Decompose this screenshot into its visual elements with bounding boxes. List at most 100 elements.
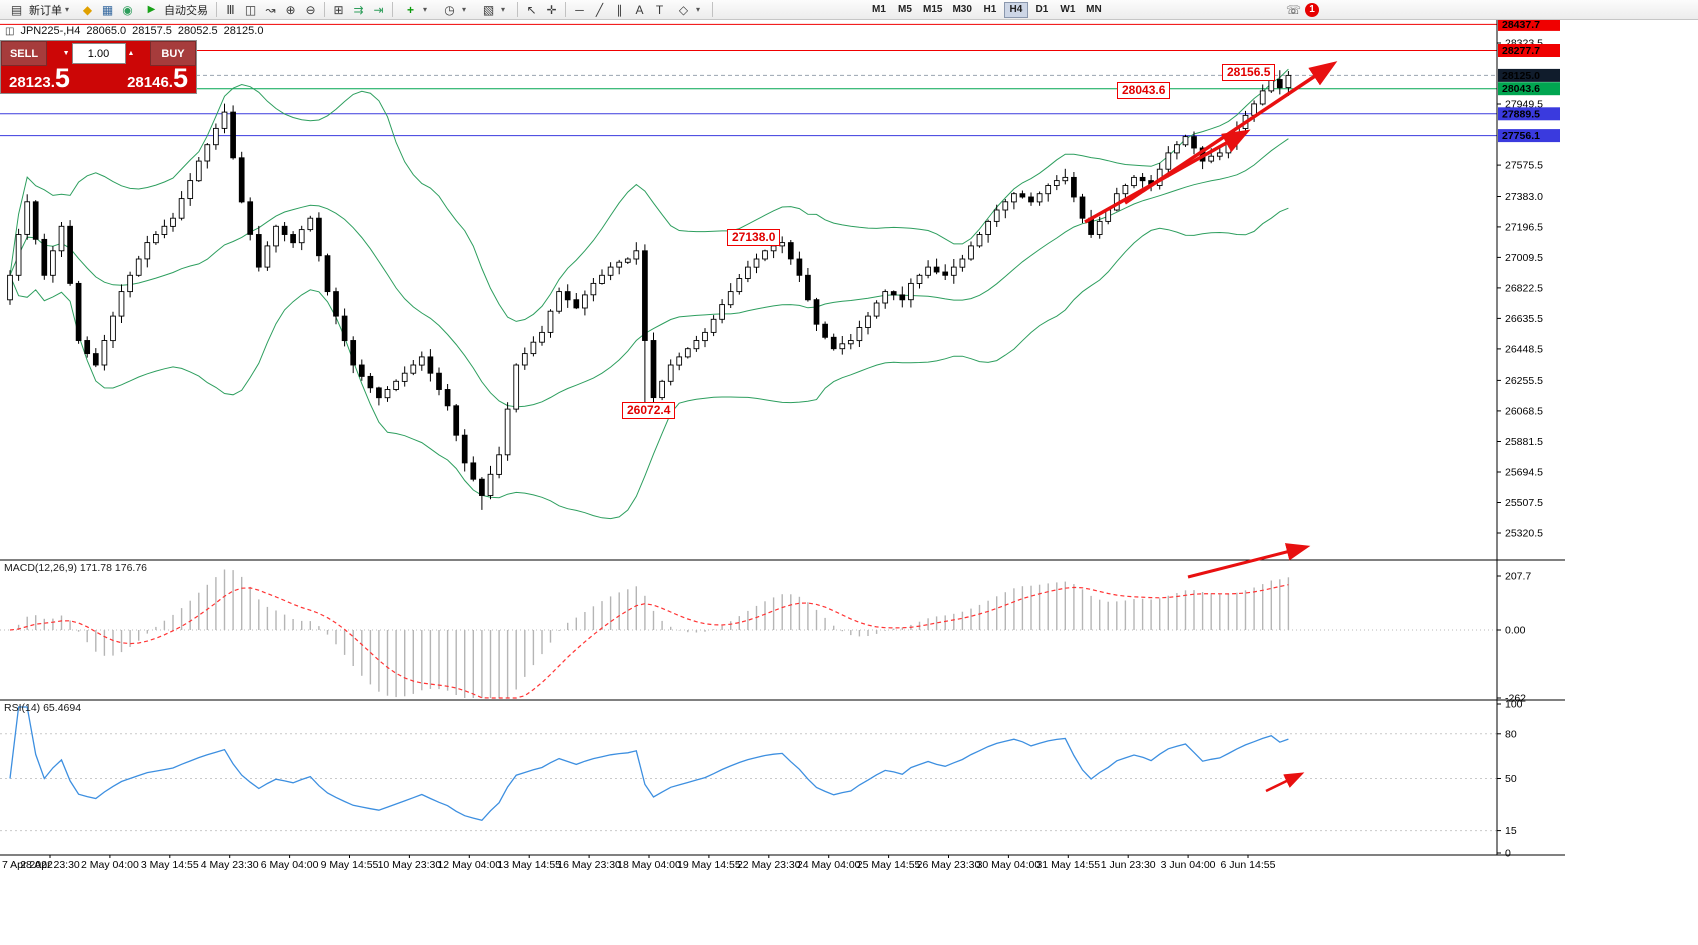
trade-widget-controls: SELL ▼ ▲ BUY [1,41,196,66]
price-annotation[interactable]: 27138.0 [727,229,781,246]
chart-area: 28323.5 27949.5 27575.5 27383.0 27196.5 27009… [0,20,1698,945]
bar-chart-icon[interactable]: Ⅲ [226,2,235,17]
timeframe-h4[interactable]: H4 [1003,1,1028,18]
horizontal-line-tool-icon[interactable]: ─ [575,2,584,17]
toolbar: ▤ 新订单 ▾ ◆ ▦ ◉ ▶ 自动交易 Ⅲ ◫ ↝ ⊕ ⊖ ⊞ ⇉ ⇥ + ▾… [0,0,1698,20]
svg-text:28277.7: 28277.7 [1502,45,1540,57]
svg-text:80: 80 [1505,728,1517,740]
svg-text:2 May 04:00: 2 May 04:00 [81,859,139,871]
price-annotation[interactable]: 28156.5 [1222,64,1276,81]
svg-text:28043.6: 28043.6 [1502,83,1540,95]
price-annotation[interactable]: 26072.4 [622,402,676,419]
candlestick-chart-icon[interactable]: ◫ [244,2,257,17]
timeframe-group: M1 M5 M15 M30 H1 H4 D1 W1 MN [867,1,1106,18]
timeframe-m5[interactable]: M5 [893,2,917,18]
chart-shift-icon[interactable]: ⇥ [373,2,384,17]
svg-text:15: 15 [1505,825,1517,837]
volume-up-icon[interactable]: ▲ [127,50,135,57]
timeframe-w1[interactable]: W1 [1056,2,1080,18]
svg-text:26448.5: 26448.5 [1505,343,1543,355]
svg-text:26822.5: 26822.5 [1505,282,1543,294]
symbol-timeframe: JPN225-,H4 [20,25,81,37]
candles-layer [7,70,1292,510]
ohlc-low: 28052.5 [177,25,218,37]
metaquotes-icon[interactable]: ◆ [82,2,93,17]
svg-text:27889.5: 27889.5 [1502,108,1540,120]
autotrading-label: 自动交易 [164,4,208,17]
svg-text:3 May 14:55: 3 May 14:55 [141,859,199,871]
timeframe-m1[interactable]: M1 [867,2,891,18]
price-chart[interactable]: 28323.527949.527575.527383.027196.527009… [0,20,1698,945]
svg-text:24 May 04:00: 24 May 04:00 [797,859,861,871]
volume-input[interactable] [71,43,126,64]
toolbar-separator [565,2,566,17]
svg-text:50: 50 [1505,773,1517,785]
ask-price-big-digit: 5 [172,63,188,93]
new-order-button[interactable]: ▤ 新订单 ▾ [3,1,77,19]
toolbar-separator [517,2,518,17]
macd-histogram [17,569,1290,698]
bid-price-big-digit: 5 [54,63,70,93]
svg-text:0.00: 0.00 [1505,625,1526,637]
buy-button[interactable]: BUY [150,41,196,66]
timeframe-d1[interactable]: D1 [1030,2,1054,18]
text-tool-icon[interactable]: A [635,2,644,17]
periods-button[interactable]: ◷ ▾ [436,1,474,19]
trend-arrows [1084,61,1338,793]
price-annotation[interactable]: 28043.6 [1117,82,1171,99]
svg-text:6 Jun 14:55: 6 Jun 14:55 [1221,859,1276,871]
timeframe-h1[interactable]: H1 [978,2,1002,18]
timeframe-mn[interactable]: MN [1082,2,1106,18]
line-chart-icon[interactable]: ↝ [265,2,276,17]
svg-text:13 May 14:55: 13 May 14:55 [497,859,561,871]
svg-text:27575.5: 27575.5 [1505,160,1543,172]
timeframe-m30[interactable]: M30 [948,2,975,18]
crosshair-icon[interactable]: ✛ [546,2,557,17]
svg-text:25881.5: 25881.5 [1505,436,1543,448]
templates-button[interactable]: ▧ ▾ [475,1,513,19]
volume-control: ▼ ▲ [47,41,150,66]
ohlc-close: 28125.0 [223,25,264,37]
toolbar-separator [392,2,393,17]
svg-text:25 May 14:55: 25 May 14:55 [857,859,921,871]
charts-window-icon[interactable]: ▦ [101,2,114,17]
candlestick-chart-icon: ◫ [5,25,15,37]
svg-text:26255.5: 26255.5 [1505,375,1543,387]
autotrading-play-icon: ▶ [147,3,156,15]
community-icon[interactable]: ◉ [122,2,133,17]
sell-button[interactable]: SELL [1,41,47,66]
svg-text:25507.5: 25507.5 [1505,497,1543,509]
chevron-down-icon: ▾ [501,5,506,14]
shapes-button[interactable]: ◇ ▾ [670,1,708,19]
zoom-out-icon[interactable]: ⊖ [305,2,316,17]
svg-text:26635.5: 26635.5 [1505,313,1543,325]
zoom-in-icon[interactable]: ⊕ [285,2,296,17]
trendline-tool-icon[interactable]: ╱ [595,2,604,17]
svg-text:1 Jun 23:30: 1 Jun 23:30 [1101,859,1156,871]
svg-text:0: 0 [1505,848,1511,860]
auto-scroll-icon[interactable]: ⇉ [353,2,364,17]
svg-text:31 May 14:55: 31 May 14:55 [1036,859,1100,871]
notification-badge[interactable]: 1 [1305,3,1319,17]
svg-text:12 May 04:00: 12 May 04:00 [437,859,501,871]
svg-text:9 May 14:55: 9 May 14:55 [321,859,379,871]
label-tool-icon[interactable]: T [655,2,664,17]
svg-text:25694.5: 25694.5 [1505,467,1543,479]
ohlc-open: 28065.0 [86,25,127,37]
timeframe-m15[interactable]: M15 [919,2,946,18]
cursor-icon[interactable]: ↖ [526,2,537,17]
shapes-icon: ◇ [678,2,689,17]
template-icon: ▧ [482,2,495,17]
volume-down-icon[interactable]: ▼ [62,50,70,57]
svg-text:7 Apr 2022: 7 Apr 2022 [2,859,53,871]
tile-windows-icon[interactable]: ⊞ [333,2,344,17]
svg-text:4 May 23:30: 4 May 23:30 [201,859,259,871]
notifications-icon[interactable]: ☏ [1285,3,1301,17]
toolbar-separator [712,2,713,17]
add-indicator-button[interactable]: + ▾ [397,1,435,19]
ask-price: 28146. 5 [127,63,188,93]
autotrading-button[interactable]: ▶ 自动交易 [138,1,212,19]
svg-text:28437.7: 28437.7 [1502,20,1540,31]
channel-tool-icon[interactable]: ∥ [616,2,623,17]
